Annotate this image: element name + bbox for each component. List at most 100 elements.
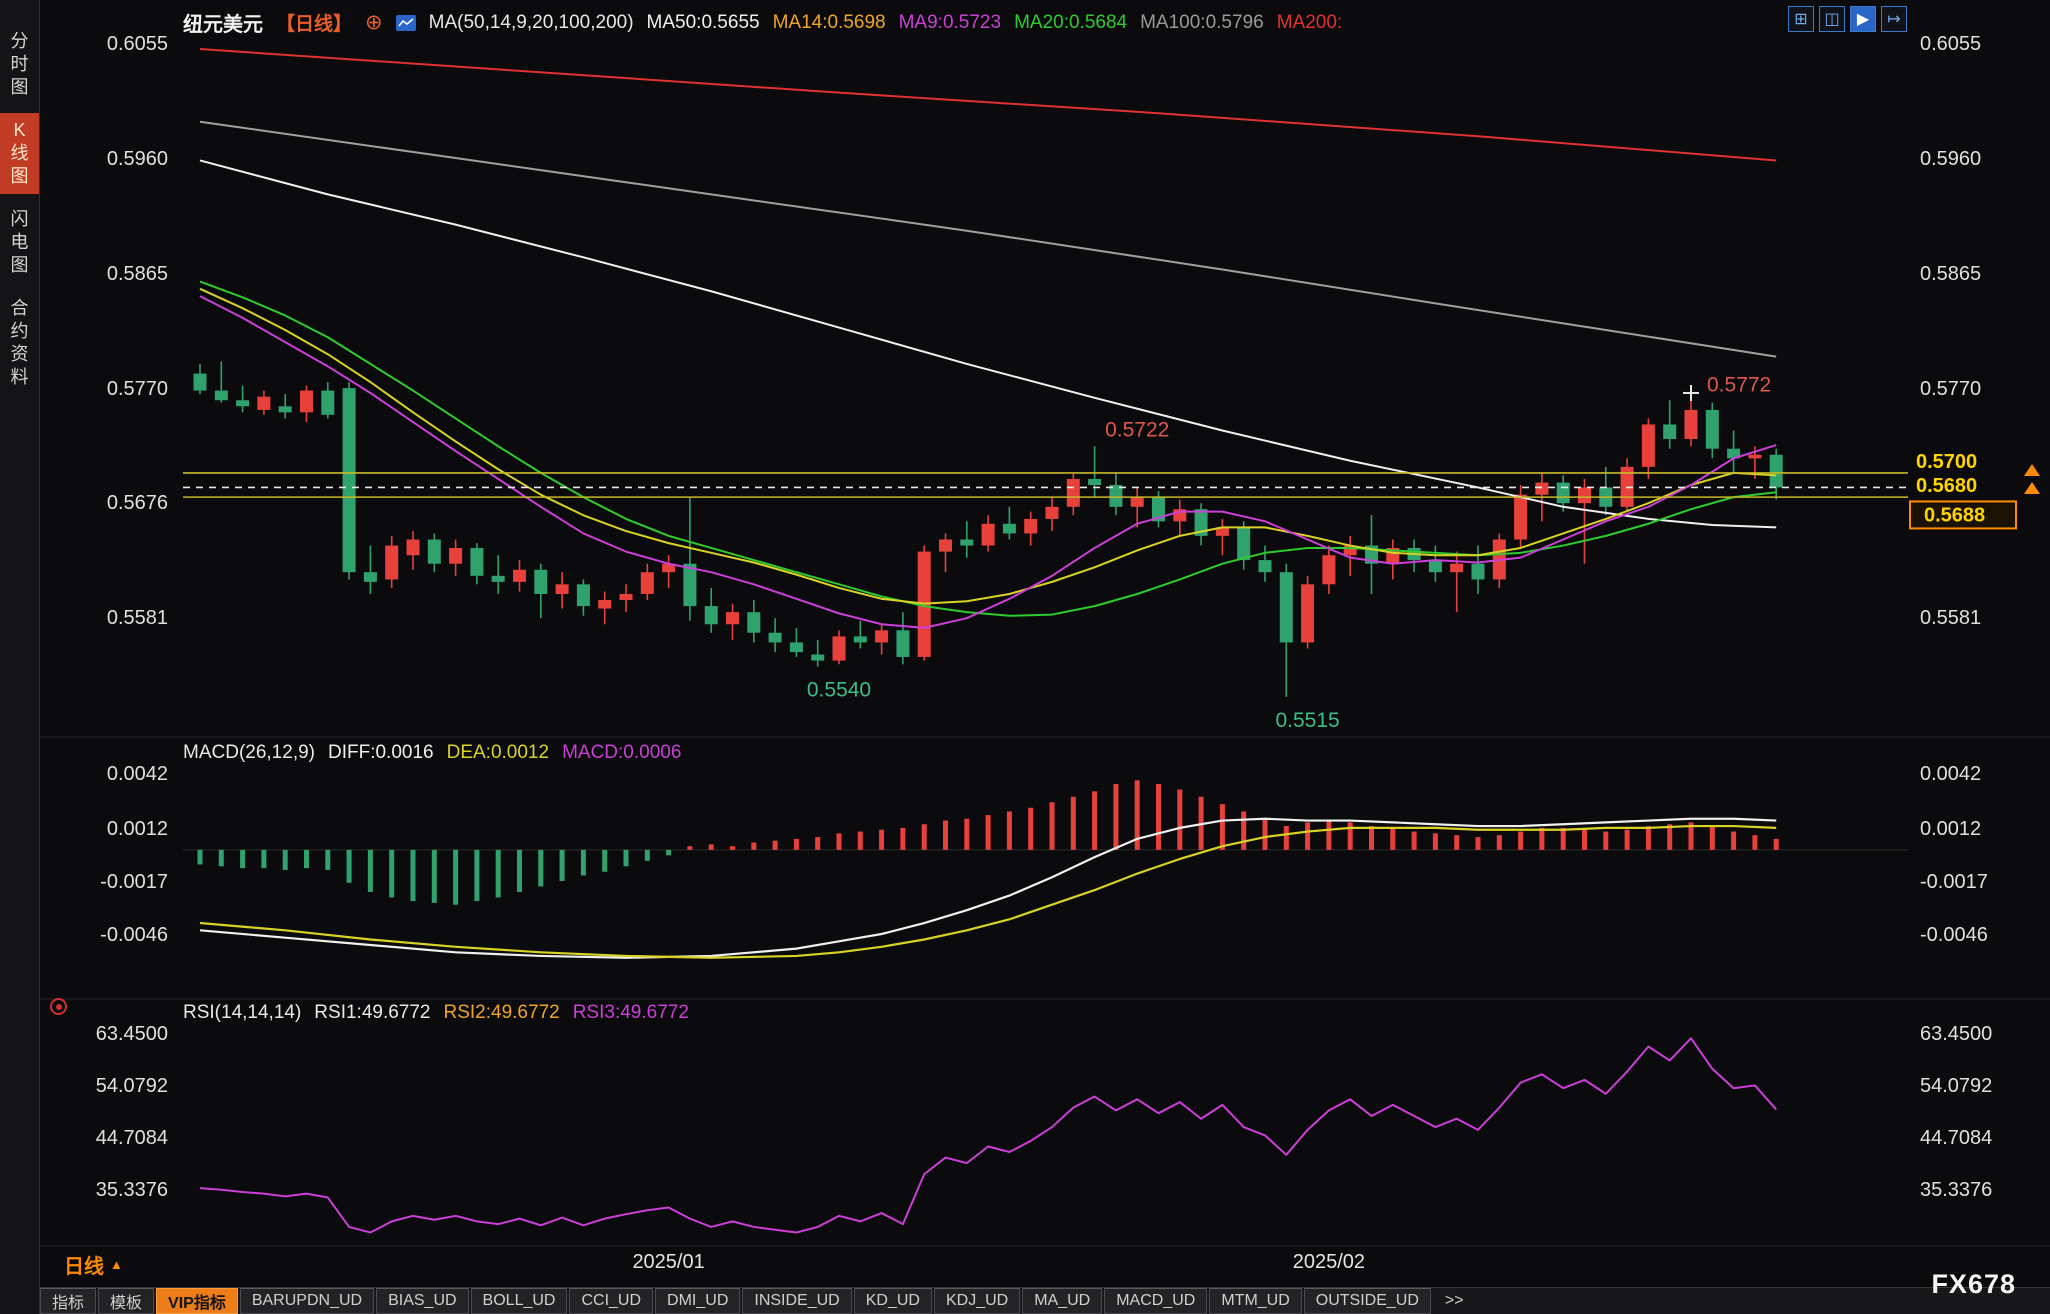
- bottom-tab-bar: 指标 模板 VIP指标 BARUPDN_UD BIAS_UD BOLL_UD CCI_UD D…: [40, 1287, 2050, 1314]
- tab-dmi[interactable]: DMI_UD: [655, 1288, 741, 1314]
- tab-cci[interactable]: CCI_UD: [569, 1288, 654, 1314]
- price-pointer-icon: [2024, 482, 2040, 494]
- macd-axis-label-left: 0.0042: [107, 763, 168, 785]
- macd-axis-label-right: 0.0042: [1920, 763, 1981, 785]
- candle-body: [1471, 563, 1485, 580]
- candle-body: [1684, 409, 1698, 439]
- macd-bar: [1454, 835, 1460, 850]
- crosshair-icon[interactable]: ⊕: [365, 11, 383, 34]
- candle-body: [1130, 497, 1144, 507]
- macd-bar: [1582, 829, 1587, 850]
- rsi-axis-label-left: 54.0792: [96, 1075, 168, 1097]
- macd-bar: [1347, 822, 1353, 850]
- candle-body: [1045, 506, 1059, 519]
- tab-moban[interactable]: 模板: [98, 1288, 155, 1314]
- tab-outside[interactable]: OUTSIDE_UD: [1303, 1288, 1431, 1314]
- candle-body: [193, 373, 207, 391]
- candle-body: [1343, 545, 1357, 556]
- macd-bar: [1603, 831, 1609, 850]
- candle-body: [939, 539, 952, 552]
- sidebar-item-char: 合: [10, 298, 29, 318]
- tab-barupdn[interactable]: BARUPDN_UD: [239, 1288, 375, 1314]
- price-annotation: 0.5515: [1275, 709, 1339, 732]
- macd-bar: [282, 849, 288, 870]
- tab-vip[interactable]: VIP指标: [156, 1288, 238, 1314]
- macd-bar: [261, 849, 267, 869]
- sidebar-item-lightning-chart[interactable]: 闪电图: [0, 202, 39, 283]
- rsi-axis-label-left: 44.7084: [96, 1127, 168, 1149]
- tab-mtm[interactable]: MTM_UD: [1209, 1288, 1302, 1314]
- macd-bar: [218, 849, 224, 867]
- candle-body: [1663, 424, 1677, 439]
- macd-bar: [666, 849, 672, 856]
- toolbar-icons: ⊞ ◫ ▶ ↦: [1788, 6, 1907, 32]
- tab-zhibiao[interactable]: 指标: [40, 1288, 97, 1314]
- tab-ma[interactable]: MA_UD: [1022, 1288, 1103, 1314]
- sidebar-item-char: 约: [10, 321, 29, 341]
- macd-axis-label-left: -0.0046: [100, 924, 168, 946]
- tab-macd[interactable]: MACD_UD: [1104, 1288, 1208, 1314]
- candle-body: [576, 584, 590, 607]
- ma-value-ma200: MA200:: [1276, 11, 1343, 33]
- macd-bar: [687, 846, 693, 850]
- macd-bar: [1177, 789, 1183, 850]
- sidebar-item-contract-info[interactable]: 合约资料: [0, 291, 39, 395]
- macd-value-dea: DEA:0.0012: [446, 742, 550, 763]
- tab-kdj[interactable]: KDJ_UD: [933, 1288, 1021, 1314]
- macd-bar: [602, 849, 608, 872]
- tab-more[interactable]: >>: [1444, 1292, 1464, 1309]
- jump-latest-icon[interactable]: ↦: [1881, 6, 1907, 32]
- ma-settings-label: MA(50,14,9,20,100,200): [428, 11, 634, 33]
- layout-grid-icon[interactable]: ⊞: [1788, 6, 1814, 32]
- candle-body: [619, 593, 633, 601]
- macd-bar: [751, 842, 757, 850]
- macd-bar: [1752, 835, 1758, 850]
- layout-windows-icon[interactable]: ◫: [1819, 6, 1845, 32]
- candle-body: [896, 630, 910, 657]
- macd-bar: [1539, 827, 1545, 850]
- macd-bar: [1709, 826, 1715, 850]
- x-axis-label: 2025/02: [1293, 1251, 1365, 1273]
- macd-bar: [1283, 826, 1289, 850]
- macd-bar: [1560, 827, 1566, 850]
- sidebar-item-char: 资: [10, 344, 29, 364]
- timeframe-indicator[interactable]: 日线 ▲: [64, 1250, 123, 1279]
- macd-header: MACD(26,12,9) DIFF:0.0016 DEA:0.0012 MACD:…: [183, 742, 681, 764]
- candle-body: [278, 406, 292, 413]
- rsi-axis-label-right: 35.3376: [1920, 1179, 1992, 1201]
- macd-bar: [240, 849, 246, 869]
- macd-bar: [431, 849, 437, 903]
- sidebar-item-char: 线: [10, 143, 29, 163]
- tab-kd[interactable]: KD_UD: [853, 1288, 932, 1314]
- macd-bar: [495, 849, 501, 898]
- red-dot-icon[interactable]: [50, 998, 67, 1015]
- candle-body: [1152, 497, 1165, 522]
- macd-bar: [1156, 783, 1161, 850]
- macd-title: MACD(26,12,9): [183, 742, 315, 763]
- macd-axis-label-right: -0.0017: [1920, 871, 1988, 893]
- tab-inside[interactable]: INSIDE_UD: [742, 1288, 852, 1314]
- ma-line-ma50: [199, 159, 1777, 529]
- tab-bias[interactable]: BIAS_UD: [376, 1288, 469, 1314]
- candle-body: [768, 632, 782, 643]
- macd-bar: [1518, 831, 1524, 850]
- timeframe-badge[interactable]: 【日线】: [276, 14, 353, 35]
- tab-boll[interactable]: BOLL_UD: [470, 1288, 568, 1314]
- play-icon[interactable]: ▶: [1850, 6, 1876, 32]
- candle-body: [555, 584, 569, 594]
- macd-bar: [1326, 820, 1332, 850]
- rsi-axis-label-left: 35.3376: [96, 1179, 168, 1201]
- macd-axis-label-right: -0.0046: [1920, 924, 1988, 946]
- macd-bar: [730, 846, 735, 850]
- macd-bar: [1645, 826, 1651, 850]
- sidebar-item-time-chart[interactable]: 分时图: [0, 24, 39, 105]
- macd-bar: [474, 849, 480, 902]
- rsi-value-rsi1: RSI1:49.6772: [314, 1002, 431, 1023]
- chart-type-icon[interactable]: [395, 14, 416, 31]
- candle-body: [1258, 560, 1272, 573]
- macd-bar: [708, 844, 714, 850]
- rsi-axis-label-left: 63.4500: [96, 1023, 168, 1045]
- candle-body: [406, 539, 420, 556]
